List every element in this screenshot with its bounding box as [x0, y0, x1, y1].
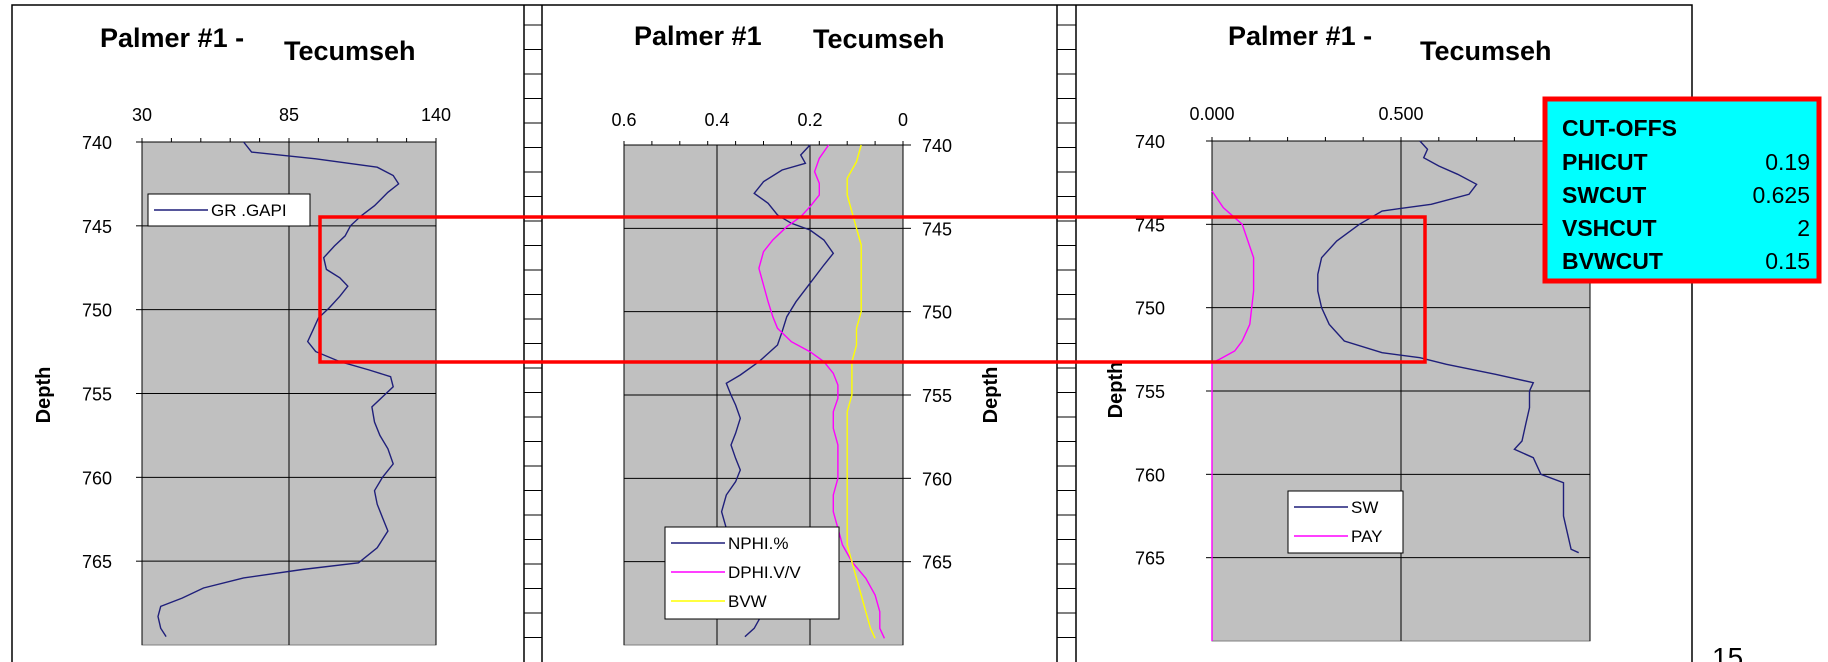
- y-tick-label: 740: [922, 136, 952, 156]
- series-line-sw: [1317, 140, 1579, 554]
- x-tick-label: 85: [279, 105, 299, 125]
- series-line-dphi-v-v: [758, 144, 886, 639]
- y-tick-label: 760: [922, 469, 952, 489]
- cutoffs-title: CUT-OFFS: [1562, 115, 1677, 141]
- x-tick-label: 0.6: [611, 110, 636, 130]
- y-tick-label: 755: [922, 386, 952, 406]
- legend-label: NPHI.%: [728, 534, 788, 553]
- page-number: 15: [1712, 642, 1743, 662]
- y-tick-label: 750: [1135, 299, 1165, 319]
- cutoffs-panel: CUT-OFFS PHICUT 0.19 SWCUT 0.625 VSHCUT …: [1542, 96, 1822, 284]
- y-tick-label: 765: [922, 553, 952, 573]
- series-line-bvw: [846, 144, 876, 639]
- cutoffs-border: [1542, 96, 1822, 284]
- y-axis-label: Depth: [1105, 362, 1127, 419]
- x-tick-label: 30: [132, 105, 152, 125]
- legend-label: PAY: [1351, 527, 1383, 546]
- y-tick-label: 755: [82, 385, 112, 405]
- cutoff-value-swcut: 0.625: [1752, 182, 1810, 208]
- series-line-gr-gapi: [157, 141, 400, 637]
- y-tick-label: 765: [82, 552, 112, 572]
- x-tick-label: 0: [898, 110, 908, 130]
- y-tick-label: 745: [82, 217, 112, 237]
- pay-zone-highlight-box: [318, 215, 1427, 364]
- cutoff-value-phicut: 0.19: [1765, 149, 1810, 175]
- y-tick-label: 750: [82, 301, 112, 321]
- y-tick-label: 740: [1135, 132, 1165, 152]
- chart-porosity: Palmer #1 Tecumseh 740 745 750 755 760 765 0.6 0.…: [611, 21, 1002, 646]
- cutoff-label-bvwcut: BVWCUT: [1562, 248, 1663, 274]
- y-axis-label: Depth: [980, 367, 1002, 424]
- chart-title-part-b: Tecumseh: [1420, 36, 1552, 66]
- legend-box: [1287, 490, 1404, 554]
- chart-title-part-a: Palmer #1: [634, 21, 762, 51]
- y-tick-label: 765: [1135, 549, 1165, 569]
- cutoff-label-phicut: PHICUT: [1562, 149, 1648, 175]
- cutoff-value-vshcut: 2: [1797, 215, 1810, 241]
- y-tick-label: 760: [1135, 465, 1165, 485]
- legend-label: GR .GAPI: [211, 201, 287, 220]
- y-tick-label: 745: [922, 219, 952, 239]
- chart-title-part-a: Palmer #1 -: [100, 23, 244, 53]
- chart-water-saturation: Palmer #1 - Tecumseh 740 745 750 755 760 765 0.0…: [1105, 21, 1613, 642]
- y-tick-label: 755: [1135, 382, 1165, 402]
- x-tick-label: 0.2: [797, 110, 822, 130]
- y-tick-label: 750: [922, 303, 952, 323]
- x-tick-label: 140: [421, 105, 451, 125]
- y-tick-label: 745: [1135, 215, 1165, 235]
- x-tick-label: 0.4: [704, 110, 729, 130]
- cutoff-label-vshcut: VSHCUT: [1562, 215, 1657, 241]
- series-line-pay: [1211, 190, 1255, 641]
- cutoff-value-bvwcut: 0.15: [1765, 248, 1810, 274]
- legend-label: SW: [1351, 498, 1378, 517]
- legend-label: BVW: [728, 592, 767, 611]
- chart-title-part-a: Palmer #1 -: [1228, 21, 1372, 51]
- chart-title-part-b: Tecumseh: [813, 24, 945, 54]
- x-tick-label: 0.500: [1378, 104, 1423, 124]
- chart-gamma-ray: Palmer #1 - Tecumseh 740 745 750 755 760 765 30 8…: [33, 23, 451, 646]
- legend-label: DPHI.V/V: [728, 563, 801, 582]
- y-axis-label: Depth: [33, 367, 55, 424]
- cutoffs-background: [1547, 101, 1817, 279]
- chart-title-part-b: Tecumseh: [284, 36, 416, 66]
- y-tick-label: 760: [82, 468, 112, 488]
- x-tick-label: 0.000: [1189, 104, 1234, 124]
- figure-frame: [11, 4, 1693, 662]
- y-tick-label: 740: [82, 133, 112, 153]
- cutoff-label-swcut: SWCUT: [1562, 182, 1646, 208]
- track-separators: [523, 5, 1077, 662]
